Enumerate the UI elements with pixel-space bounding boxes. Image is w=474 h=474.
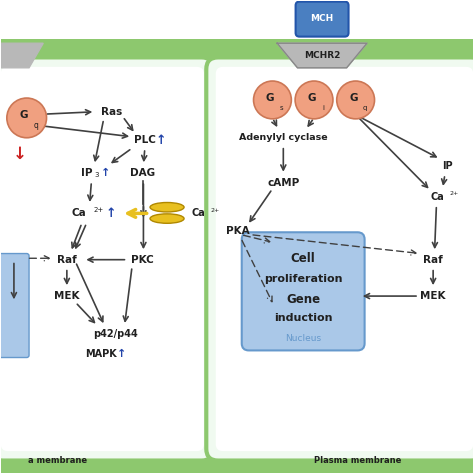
Text: IP: IP	[81, 168, 92, 178]
FancyBboxPatch shape	[0, 57, 213, 461]
Circle shape	[254, 81, 292, 119]
Text: q: q	[34, 121, 38, 130]
Text: PKA: PKA	[226, 226, 250, 237]
Text: Cell: Cell	[291, 252, 316, 265]
Text: Ras: Ras	[101, 107, 122, 117]
Text: ↓: ↓	[13, 146, 27, 164]
FancyBboxPatch shape	[0, 254, 29, 357]
Circle shape	[337, 81, 374, 119]
Text: Plasma membrane: Plasma membrane	[314, 456, 401, 465]
Text: MEK: MEK	[420, 291, 446, 301]
Text: i: i	[322, 104, 324, 110]
Text: MCH: MCH	[310, 14, 334, 23]
Text: G: G	[308, 92, 316, 102]
Text: 3: 3	[94, 172, 99, 178]
FancyBboxPatch shape	[206, 57, 474, 461]
Text: IP: IP	[442, 161, 453, 171]
Text: 2+: 2+	[94, 207, 104, 212]
Polygon shape	[0, 43, 43, 68]
Text: Ca: Ca	[191, 209, 205, 219]
Text: Ca: Ca	[431, 192, 445, 202]
FancyBboxPatch shape	[242, 232, 365, 350]
Text: G: G	[19, 110, 28, 120]
Text: cAMP: cAMP	[267, 178, 300, 188]
Text: Adenylyl cyclase: Adenylyl cyclase	[239, 133, 328, 142]
Text: ↑: ↑	[106, 207, 116, 220]
Text: proliferation: proliferation	[264, 273, 342, 283]
Text: ↑: ↑	[155, 134, 166, 146]
Ellipse shape	[150, 202, 184, 212]
Text: ↑: ↑	[117, 349, 126, 359]
Text: MEK: MEK	[54, 291, 80, 301]
FancyBboxPatch shape	[296, 1, 348, 36]
Ellipse shape	[150, 214, 184, 223]
Text: Ca: Ca	[71, 209, 86, 219]
Text: ↑: ↑	[101, 168, 110, 178]
Text: PKC: PKC	[131, 255, 154, 264]
Text: Raf: Raf	[57, 255, 77, 264]
Text: G: G	[349, 92, 357, 102]
Text: MCHR2: MCHR2	[304, 51, 340, 60]
Circle shape	[295, 81, 333, 119]
Text: G: G	[266, 92, 274, 102]
Text: Gene: Gene	[286, 293, 320, 306]
FancyBboxPatch shape	[0, 67, 204, 451]
Text: PLC: PLC	[134, 135, 156, 145]
Text: a membrane: a membrane	[28, 456, 87, 465]
Text: q: q	[363, 104, 367, 110]
Text: Nucleus: Nucleus	[285, 334, 321, 343]
Text: s: s	[280, 104, 283, 110]
Text: MAPK: MAPK	[85, 349, 117, 359]
Circle shape	[7, 98, 46, 138]
Text: Raf: Raf	[423, 255, 443, 264]
Text: p42/p44: p42/p44	[93, 329, 137, 339]
Text: 2+: 2+	[450, 191, 459, 196]
FancyBboxPatch shape	[216, 67, 474, 451]
Text: DAG: DAG	[130, 168, 155, 178]
FancyBboxPatch shape	[0, 38, 474, 69]
Text: induction: induction	[274, 313, 332, 323]
Text: 2+: 2+	[210, 208, 220, 212]
FancyBboxPatch shape	[0, 449, 474, 474]
Polygon shape	[277, 43, 367, 68]
